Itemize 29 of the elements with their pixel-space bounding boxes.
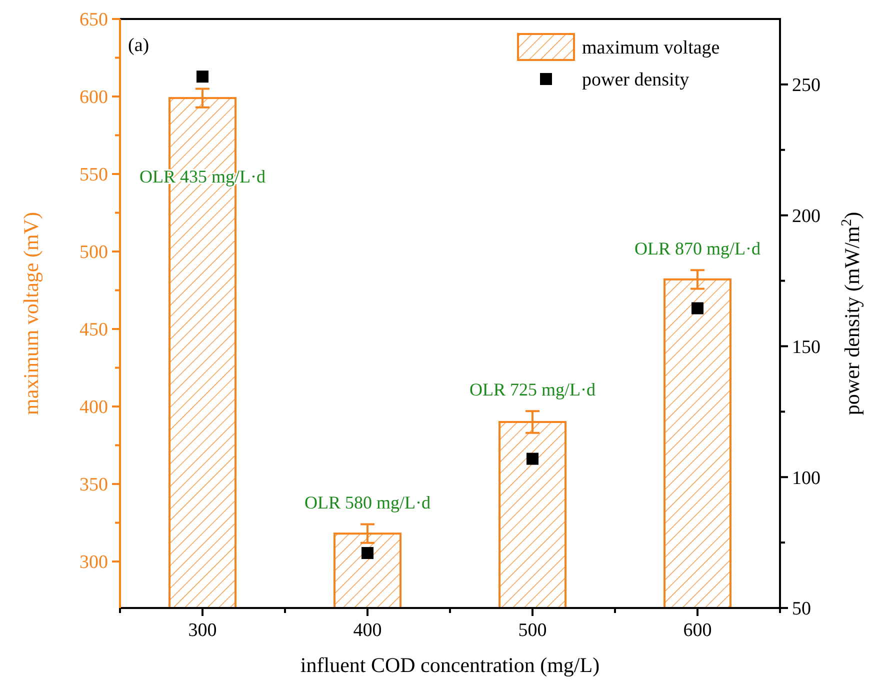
y-tick-label: 400: [80, 397, 108, 418]
point: [196, 70, 208, 83]
point: [692, 302, 704, 314]
legend-label: power density: [582, 70, 690, 91]
x-tick-label: 300: [188, 620, 217, 641]
annotation: OLR 725 mg/L·d: [470, 379, 596, 400]
y2-tick-label: 50: [792, 598, 811, 620]
point: [526, 452, 538, 465]
x-axis-title: influent COD concentration (mg/L): [300, 653, 600, 677]
x-tick-label: 500: [518, 620, 547, 641]
y-axis-title: maximum voltage (mV): [19, 212, 43, 415]
y-tick-label: 450: [80, 320, 108, 341]
annotation: (a): [128, 35, 150, 56]
annotation: OLR 870 mg/L·d: [634, 238, 760, 258]
x-tick-label: 600: [683, 620, 712, 641]
y2-tick-label: 200: [792, 206, 820, 227]
y2-tick-label: 250: [792, 75, 820, 96]
annotation: OLR 580 mg/L·d: [304, 492, 430, 513]
y-tick-label: 650: [80, 10, 108, 31]
point: [362, 547, 374, 560]
y2-tick-label: 100: [792, 468, 820, 489]
y-tick-label: 350: [80, 474, 108, 496]
y-tick-label: 500: [80, 242, 108, 264]
legend-label: maximum voltage: [582, 38, 720, 59]
x-tick-label: 400: [353, 620, 382, 641]
y-tick-label: 300: [80, 552, 108, 574]
y-tick-label: 600: [80, 87, 108, 108]
y-tick-label: 550: [80, 164, 108, 186]
y2-tick-label: 150: [792, 336, 820, 358]
